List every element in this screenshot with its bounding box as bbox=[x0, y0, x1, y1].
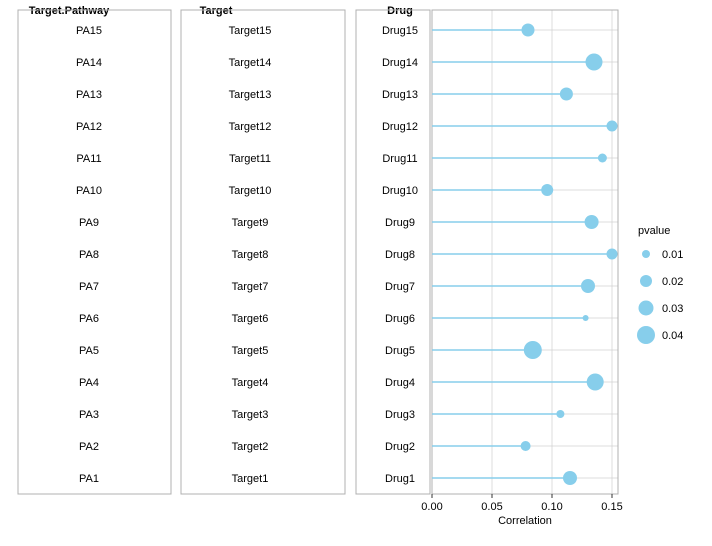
header-target: Target bbox=[200, 5, 233, 17]
lollipop-chart: Target.Pathway Target Drug PA15 Target15 Drug… bbox=[0, 0, 712, 546]
target-label: Target14 bbox=[229, 57, 272, 69]
panel-border bbox=[432, 10, 618, 494]
legend-marker bbox=[642, 250, 650, 258]
drug-label: Drug2 bbox=[385, 441, 415, 453]
data-point bbox=[560, 88, 573, 101]
target-label: Target2 bbox=[232, 441, 269, 453]
target-label: Target8 bbox=[232, 249, 269, 261]
data-point bbox=[607, 121, 618, 132]
drug-label: Drug3 bbox=[385, 409, 415, 421]
data-point bbox=[587, 374, 604, 391]
pathway-label: PA7 bbox=[79, 281, 99, 293]
pathway-label: PA5 bbox=[79, 345, 99, 357]
target-label: Target3 bbox=[232, 409, 269, 421]
drug-label: Drug9 bbox=[385, 217, 415, 229]
header-pathway: Target.Pathway bbox=[29, 5, 110, 17]
target-label: Target11 bbox=[229, 153, 271, 165]
drug-label: Drug12 bbox=[382, 121, 418, 133]
target-label: Target9 bbox=[232, 217, 269, 229]
pathway-label: PA10 bbox=[76, 185, 102, 197]
data-point bbox=[522, 24, 535, 37]
data-point bbox=[585, 215, 599, 229]
data-point bbox=[556, 410, 564, 418]
data-point bbox=[598, 154, 607, 163]
target-label: Target6 bbox=[232, 313, 269, 325]
pathway-label: PA14 bbox=[76, 57, 102, 69]
pathway-label: PA3 bbox=[79, 409, 99, 421]
target-label: Target1 bbox=[232, 473, 269, 485]
legend-marker bbox=[639, 301, 654, 316]
pathway-label: PA2 bbox=[79, 441, 99, 453]
pathway-label: PA13 bbox=[76, 89, 102, 101]
drug-label: Drug15 bbox=[382, 25, 418, 37]
drug-label: Drug6 bbox=[385, 313, 415, 325]
drug-label: Drug8 bbox=[385, 249, 415, 261]
legend-label: 0.03 bbox=[662, 303, 683, 315]
legend-marker bbox=[640, 275, 652, 287]
tick-label: 0.10 bbox=[541, 501, 562, 513]
tick-label: 0.05 bbox=[481, 501, 502, 513]
drug-label: Drug1 bbox=[385, 473, 415, 485]
x-axis-title: Correlation bbox=[498, 515, 552, 527]
data-point bbox=[586, 54, 603, 71]
target-label: Target15 bbox=[229, 25, 272, 37]
header-drug: Drug bbox=[387, 5, 413, 17]
data-point bbox=[541, 184, 553, 196]
target-label: Target12 bbox=[229, 121, 272, 133]
pathway-label: PA4 bbox=[79, 377, 99, 389]
drug-label: Drug7 bbox=[385, 281, 415, 293]
target-label: Target10 bbox=[229, 185, 272, 197]
data-point bbox=[521, 441, 531, 451]
pathway-label: PA8 bbox=[79, 249, 99, 261]
pathway-label: PA6 bbox=[79, 313, 99, 325]
pathway-label: PA1 bbox=[79, 473, 99, 485]
legend-marker bbox=[637, 326, 655, 344]
target-label: Target5 bbox=[232, 345, 269, 357]
drug-label: Drug14 bbox=[382, 57, 418, 69]
tick-label: 0.15 bbox=[601, 501, 622, 513]
pathway-label: PA12 bbox=[76, 121, 102, 133]
target-label: Target13 bbox=[229, 89, 272, 101]
legend-title: pvalue bbox=[638, 225, 670, 237]
data-point bbox=[563, 471, 577, 485]
legend-label: 0.04 bbox=[662, 330, 683, 342]
tick-label: 0.00 bbox=[421, 501, 442, 513]
data-point bbox=[607, 249, 618, 260]
pathway-label: PA9 bbox=[79, 217, 99, 229]
drug-label: Drug5 bbox=[385, 345, 415, 357]
legend-label: 0.01 bbox=[662, 249, 683, 261]
drug-label: Drug11 bbox=[382, 153, 417, 165]
drug-label: Drug4 bbox=[385, 377, 415, 389]
target-label: Target7 bbox=[232, 281, 269, 293]
data-point bbox=[524, 341, 542, 359]
data-point bbox=[581, 279, 595, 293]
data-point bbox=[583, 315, 589, 321]
pathway-label: PA11 bbox=[76, 153, 101, 165]
drug-label: Drug10 bbox=[382, 185, 418, 197]
drug-label: Drug13 bbox=[382, 89, 418, 101]
pathway-label: PA15 bbox=[76, 25, 102, 37]
legend-label: 0.02 bbox=[662, 276, 683, 288]
target-label: Target4 bbox=[232, 377, 269, 389]
